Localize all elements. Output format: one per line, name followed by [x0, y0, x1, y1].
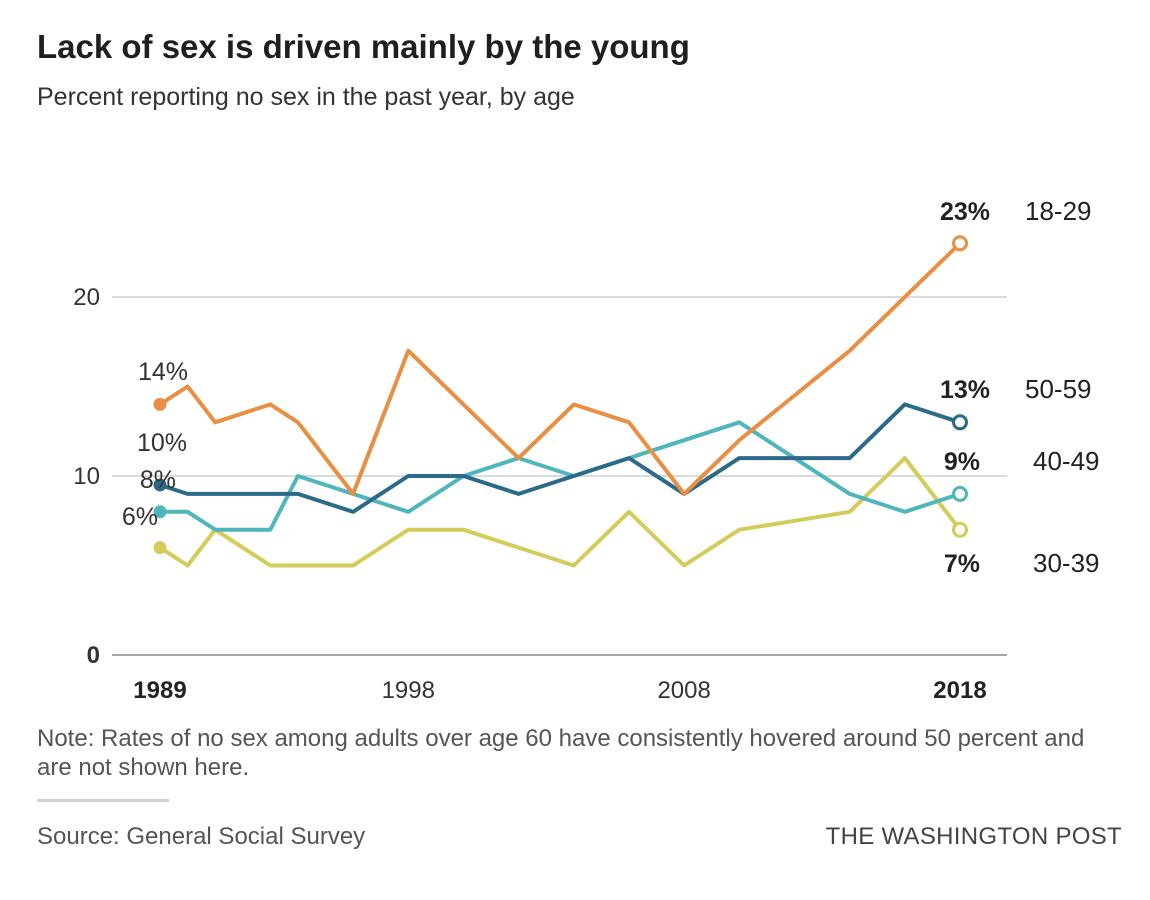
start-point-18-29 — [153, 397, 167, 411]
start-point-40-49 — [153, 505, 167, 519]
series-line-18-29 — [158, 241, 962, 496]
start-label-18-29: 14% — [138, 358, 188, 386]
end-label-40-49: 9% — [944, 448, 980, 476]
end-label-30-39: 7% — [944, 550, 980, 578]
gridlines — [112, 296, 1007, 656]
end-point-18-29 — [952, 235, 968, 252]
x-tick-label: 1998 — [382, 677, 435, 704]
chart-subtitle: Percent reporting no sex in the past yea… — [37, 83, 575, 111]
series-lines — [153, 235, 968, 568]
series-line-30-39 — [158, 456, 962, 568]
end-point-40-49 — [952, 485, 968, 502]
series-name-18-29: 18-29 — [1025, 196, 1092, 226]
x-tick-label: 1989 — [133, 677, 186, 704]
y-tick-label: 20 — [73, 284, 100, 311]
y-tick-label: 10 — [73, 463, 100, 490]
start-label-30-39: 6% — [122, 503, 158, 531]
series-name-50-59: 50-59 — [1025, 374, 1092, 404]
line-chart: 0 10 20 1989 1998 2008 2018 6% 7% 30-39 8% 9% 40-4… — [73, 196, 1100, 704]
publisher-logo: THE WASHINGTON POST — [825, 823, 1122, 850]
end-point-30-39 — [952, 521, 968, 538]
source-credit: Source: General Social Survey — [37, 823, 366, 850]
y-tick-label: 0 — [87, 642, 100, 669]
x-tick-label: 2008 — [657, 677, 710, 704]
x-tick-label: 2018 — [933, 677, 986, 704]
series-name-40-49: 40-49 — [1033, 446, 1100, 476]
y-axis-tick-labels: 0 10 20 — [73, 284, 100, 669]
start-label-50-59: 10% — [137, 429, 187, 457]
series-labels: 6% 7% 30-39 8% 9% 40-49 10% 13% 50-59 14% 23% 18-29 — [122, 196, 1100, 578]
chart-title: Lack of sex is driven mainly by the youn… — [37, 28, 690, 65]
series-line-50-59 — [158, 402, 962, 514]
start-point-50-59 — [153, 478, 167, 492]
start-label-40-49: 8% — [140, 466, 176, 494]
chart-note: Note: Rates of no sex among adults over … — [37, 725, 1085, 781]
start-point-30-39 — [153, 541, 167, 555]
end-label-18-29: 23% — [940, 198, 990, 226]
divider — [37, 799, 169, 802]
x-axis-tick-labels: 1989 1998 2008 2018 — [133, 677, 986, 704]
end-point-50-59 — [952, 414, 968, 431]
series-name-30-39: 30-39 — [1033, 548, 1100, 578]
end-label-50-59: 13% — [940, 376, 990, 404]
